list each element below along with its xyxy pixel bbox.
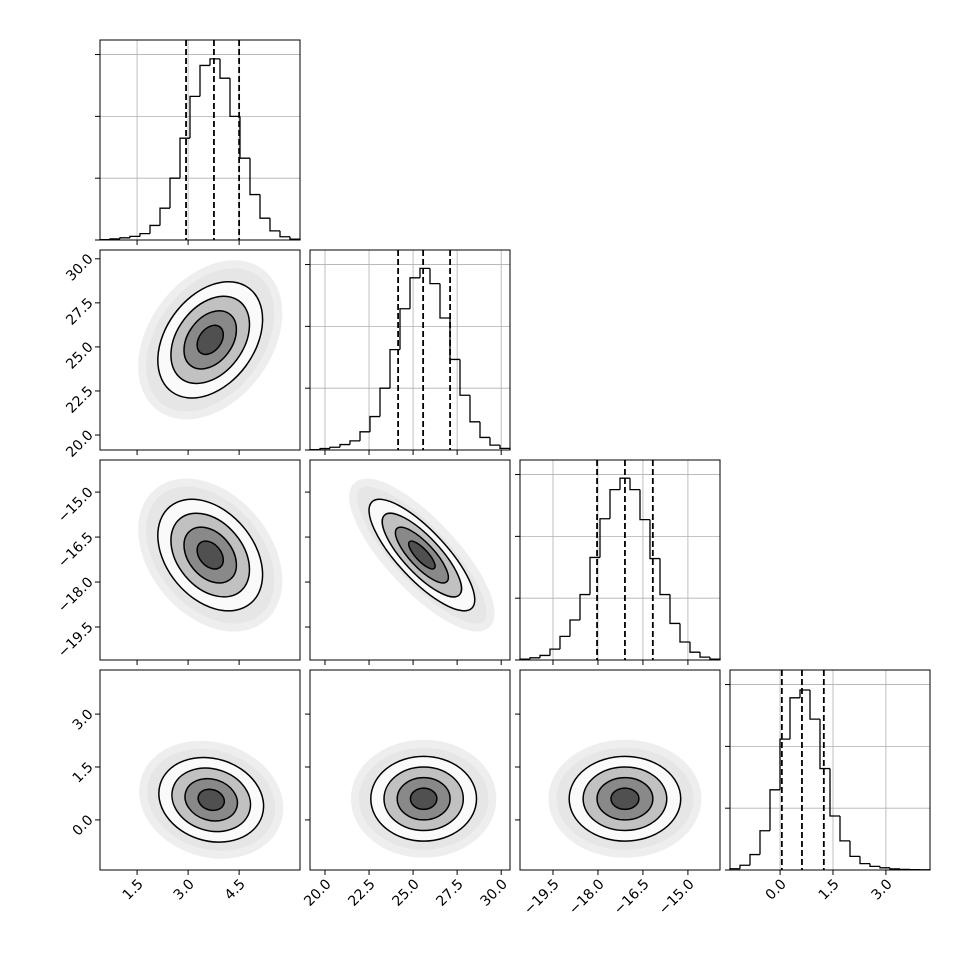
histogram-step [350, 441, 360, 445]
y-tick-label: 0.0 [70, 812, 97, 839]
histogram-step [400, 309, 410, 350]
histogram-step [200, 65, 210, 96]
histogram-step [760, 831, 770, 855]
histogram-step [830, 769, 840, 816]
contour [611, 788, 639, 809]
histogram-step [170, 178, 180, 208]
histogram-step [430, 268, 440, 283]
histogram-step [680, 623, 690, 642]
density [114, 238, 306, 441]
histogram-step [340, 445, 350, 448]
histogram-step [630, 478, 640, 489]
x-tick-label: −16.5 [611, 876, 653, 918]
histogram-step [590, 557, 600, 594]
x-tick-label: −18.0 [566, 876, 608, 918]
histogram-step [160, 208, 170, 225]
histogram-step [460, 359, 470, 395]
histogram-step [250, 158, 260, 194]
histogram-step [180, 138, 190, 178]
x-tick-label: 4.5 [222, 876, 249, 903]
histogram-step [820, 719, 830, 768]
histogram-step [540, 655, 550, 657]
density [552, 744, 697, 854]
x-tick-label: 3.0 [171, 876, 198, 903]
histogram-step [280, 231, 290, 237]
histogram-step [150, 225, 160, 233]
histogram-step [570, 620, 580, 636]
histogram-step [440, 284, 450, 318]
y-tick-label: 20.0 [63, 427, 96, 460]
y-tick-label: 30.0 [63, 251, 96, 284]
histogram-step [650, 520, 660, 559]
histogram-step [850, 841, 860, 856]
y-tick-label: 3.0 [70, 706, 97, 733]
histogram-step [140, 234, 150, 237]
histogram-step [210, 59, 220, 66]
density [129, 728, 293, 872]
histogram-step [690, 642, 700, 652]
x-tick-label: 25.0 [389, 876, 422, 909]
histogram-step [420, 268, 430, 277]
histogram-step [550, 649, 560, 655]
contour [410, 788, 436, 809]
histogram-step [640, 490, 650, 520]
histogram-step [370, 417, 380, 432]
histogram-step [450, 318, 460, 359]
histogram-step [130, 236, 140, 237]
histogram-step [670, 595, 680, 624]
histogram-step [600, 519, 610, 558]
histogram-step [360, 432, 370, 441]
histogram-step [220, 59, 230, 78]
histogram-step [470, 395, 480, 422]
histogram-step [840, 816, 850, 841]
x-tick-label: −19.5 [521, 876, 563, 918]
histogram-step [410, 278, 420, 309]
histogram-step [530, 658, 540, 659]
histogram-step [240, 116, 250, 158]
density [334, 464, 510, 646]
histogram-step [270, 218, 280, 231]
y-tick-label: 1.5 [70, 759, 97, 786]
histogram-step [260, 195, 270, 219]
histogram-step [900, 869, 910, 870]
histogram-step [190, 96, 200, 138]
histogram-step [480, 422, 490, 438]
histogram-step [660, 559, 670, 595]
y-tick-label: −18.0 [55, 574, 97, 616]
histogram-step [880, 866, 890, 867]
y-tick-label: −16.5 [55, 529, 97, 571]
histogram-step [330, 447, 340, 448]
y-tick-label: 25.0 [63, 339, 96, 372]
x-tick-label: 20.0 [301, 876, 334, 909]
histogram-step [810, 690, 820, 719]
histogram-step [890, 868, 900, 869]
histogram-step [740, 865, 750, 868]
histogram-step [860, 856, 870, 863]
x-tick-label: −15.0 [656, 876, 698, 918]
histogram-step [610, 490, 620, 519]
histogram-step [490, 437, 500, 445]
x-tick-label: 1.5 [120, 876, 147, 903]
histogram-step [560, 636, 570, 649]
histogram-step [790, 698, 800, 739]
x-tick-label: 3.0 [869, 876, 896, 903]
histogram-step [120, 238, 130, 239]
histogram-step [380, 388, 390, 416]
histogram-step [750, 855, 760, 866]
density [355, 744, 492, 854]
x-tick-label: 22.5 [345, 876, 378, 909]
histogram-step [770, 790, 780, 831]
x-tick-label: 27.5 [433, 876, 466, 909]
histogram-step [870, 864, 880, 867]
x-tick-label: 0.0 [763, 876, 790, 903]
histogram-step [700, 652, 710, 657]
y-tick-label: 22.5 [63, 383, 96, 416]
x-tick-label: 1.5 [816, 876, 843, 903]
y-tick-label: −15.0 [55, 484, 97, 526]
density [114, 456, 306, 654]
y-tick-label: −19.5 [55, 619, 97, 661]
x-tick-label: 30.0 [477, 876, 510, 909]
y-tick-label: 27.5 [63, 295, 96, 328]
